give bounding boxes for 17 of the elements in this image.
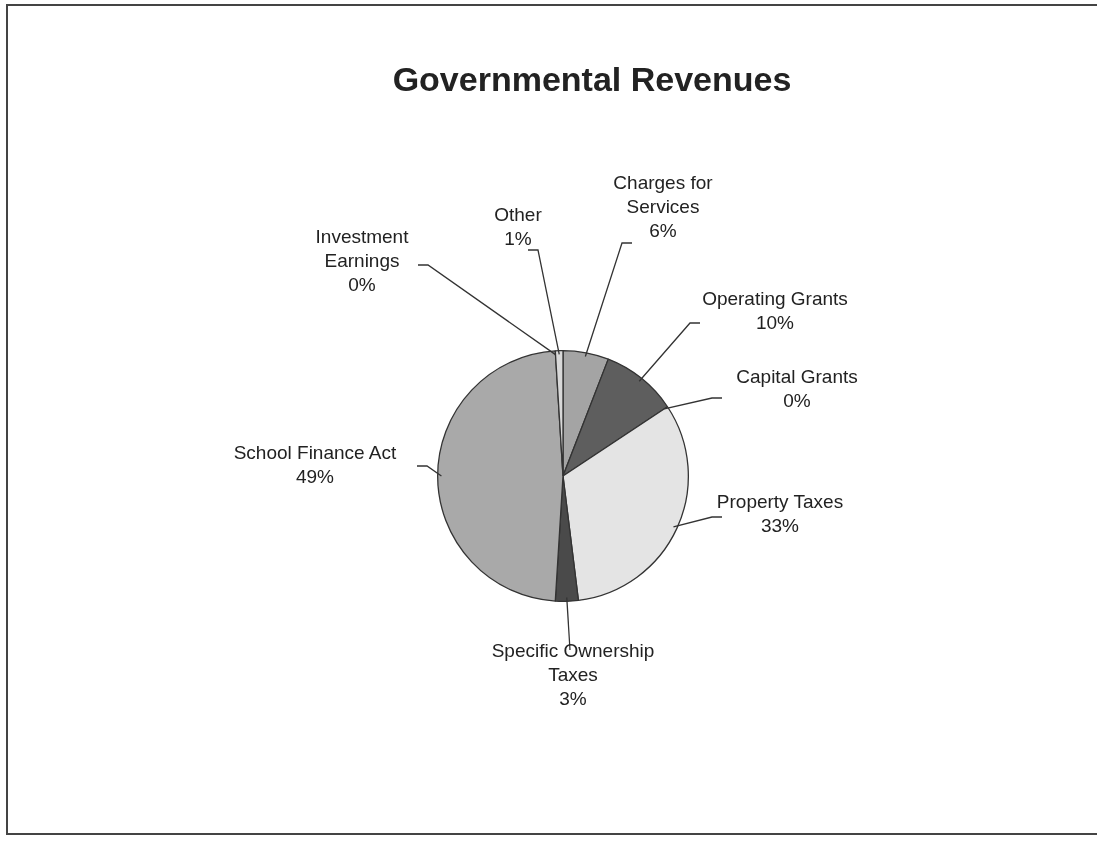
category-label: Capital Grants <box>736 366 858 388</box>
text: 0% <box>348 274 376 296</box>
slice-label: Operating Grants <box>702 288 848 310</box>
slice-label: Specific Ownership Taxes <box>491 640 655 686</box>
slice-label: Property Taxes <box>716 491 844 513</box>
data-label: 10% <box>755 312 795 334</box>
text: 0% <box>783 390 811 412</box>
slice-label: School Finance Act <box>233 442 398 464</box>
slice-label: Charges for Services <box>613 172 714 218</box>
slice-label: Other <box>494 204 543 226</box>
chart-title: Governmental Revenues <box>392 60 792 99</box>
data-label: 3% <box>559 688 587 710</box>
data-label: 33% <box>760 515 800 537</box>
data-label: 1% <box>504 228 532 250</box>
category-label: Investment Earnings <box>315 226 409 272</box>
data-label: 6% <box>649 220 677 242</box>
data-label: 49% <box>295 466 335 488</box>
